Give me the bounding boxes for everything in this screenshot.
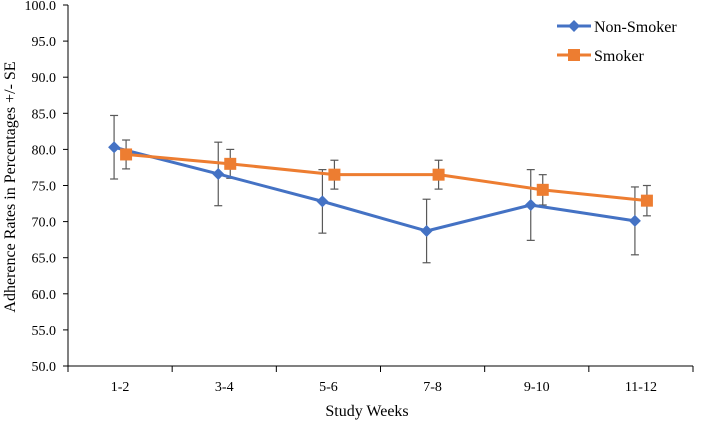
y-tick-label: 95.0 [32, 35, 57, 50]
axes: 50.0 55.0 60.0 65.0 70.0 75.0 80.0 85.0 90.0 95.0… [25, 0, 694, 395]
data-point-non-smoker [212, 167, 225, 180]
y-tick-label: 50.0 [32, 360, 57, 375]
series-lines [113, 145, 648, 233]
x-tick-label: 7-8 [423, 380, 442, 395]
error-bars [110, 114, 651, 264]
y-tick-label: 55.0 [32, 324, 57, 339]
series-markers [108, 141, 653, 237]
data-point-non-smoker [524, 198, 537, 211]
data-point-smoker [224, 157, 237, 170]
x-tick-label: 11-12 [625, 380, 657, 395]
y-tick-label: 80.0 [32, 143, 57, 158]
data-point-smoker [120, 148, 133, 161]
y-tick-label: 90.0 [32, 71, 57, 86]
data-point-smoker [640, 194, 653, 207]
x-tick-label: 3-4 [215, 380, 234, 395]
legend-marker-non-smoker [568, 20, 580, 32]
x-tick-label: 5-6 [319, 380, 338, 395]
y-tick-label: 100.0 [25, 0, 57, 14]
data-point-smoker [432, 168, 445, 181]
legend-label-smoker: Smoker [594, 48, 644, 65]
data-point-non-smoker [420, 224, 433, 237]
y-tick-label: 75.0 [32, 180, 57, 195]
y-axis-title: Adherence Rates in Percentages +/- SE [2, 61, 19, 312]
x-tick-label: 9-10 [524, 380, 550, 395]
y-tick-label: 60.0 [32, 288, 57, 303]
legend: Non-Smoker Smoker [557, 19, 677, 65]
series-line-non-smoker [113, 145, 636, 233]
data-point-non-smoker [108, 141, 121, 154]
data-point-smoker [328, 168, 341, 181]
data-point-non-smoker [316, 195, 329, 208]
y-tick-label: 85.0 [32, 107, 57, 122]
series-line-smoker [125, 152, 648, 203]
data-point-non-smoker [628, 214, 641, 227]
legend-marker-smoker [568, 49, 580, 61]
x-tick-label: 1-2 [111, 380, 130, 395]
y-tick-label: 65.0 [32, 252, 57, 267]
y-tick-label: 70.0 [32, 216, 57, 231]
data-point-smoker [536, 183, 549, 196]
x-axis-title: Study Weeks [325, 403, 408, 420]
legend-label-non-smoker: Non-Smoker [594, 19, 677, 36]
